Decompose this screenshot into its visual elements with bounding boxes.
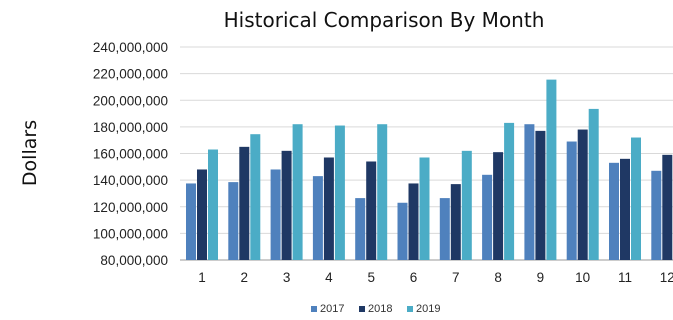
bar-2018-month-3 <box>281 150 292 260</box>
bar-2019-month-1 <box>208 149 218 260</box>
x-tick-label: 8 <box>494 270 502 285</box>
x-tick-label: 9 <box>537 270 545 285</box>
y-tick-label: 160,000,000 <box>93 147 168 162</box>
bar-2018-month-12 <box>662 154 673 260</box>
x-tick-label: 10 <box>575 270 590 285</box>
bar-2018-month-7 <box>450 184 461 260</box>
legend-label-2018: 2018 <box>368 303 392 315</box>
bar-2019-month-5 <box>377 124 388 261</box>
bar-2019-month-4 <box>334 125 345 260</box>
y-tick-label: 80,000,000 <box>100 253 168 268</box>
bar-2017-month-4 <box>312 176 323 260</box>
bar-2018-month-8 <box>493 152 504 260</box>
x-tick-labels: 1 2 3 4 5 6 7 8 9 10 11 12 <box>198 270 673 285</box>
x-tick-label: 6 <box>410 270 418 285</box>
bar-2018-month-2 <box>239 146 250 260</box>
legend-swatch-2018 <box>359 306 365 312</box>
bar-2019-month-11 <box>631 137 641 260</box>
bar-2017-month-6 <box>397 202 408 260</box>
bar-2019-month-7 <box>461 150 472 260</box>
bar-2017-month-2 <box>228 182 239 260</box>
bar-2018-month-10 <box>577 129 588 260</box>
bar-2019-month-2 <box>250 134 261 260</box>
bar-2019-month-10 <box>588 108 599 260</box>
legend-swatch-2017 <box>311 306 317 312</box>
bar-2019-month-6 <box>419 157 430 260</box>
x-tick-label: 1 <box>198 270 206 285</box>
gridlines <box>180 46 673 261</box>
bar-2018-month-4 <box>323 157 334 260</box>
bar-2019-month-8 <box>504 122 515 260</box>
x-tick-label: 7 <box>452 270 460 285</box>
x-tick-label: 2 <box>241 270 249 285</box>
legend-label-2017: 2017 <box>320 303 344 315</box>
bar-2017-month-5 <box>355 198 366 260</box>
chart-title: Historical Comparison By Month <box>224 8 545 32</box>
bar-2017-month-11 <box>609 162 619 260</box>
x-tick-label: 11 <box>618 270 632 285</box>
x-tick-label: 12 <box>660 270 673 285</box>
bar-2018-month-6 <box>408 183 419 260</box>
bar-2019-month-3 <box>292 124 303 261</box>
y-axis-label: Dollars <box>19 120 41 186</box>
bar-2018-month-1 <box>197 169 207 260</box>
x-tick-label: 5 <box>367 270 375 285</box>
bar-2019-month-9 <box>546 79 557 260</box>
bar-2017-month-12 <box>651 170 662 260</box>
bar-2018-month-11 <box>620 158 630 260</box>
y-tick-labels: 80,000,000 100,000,000 120,000,000 140,000,… <box>93 40 168 268</box>
bar-2018-month-5 <box>366 161 377 260</box>
x-tick-label: 3 <box>283 270 291 285</box>
legend-swatch-2019 <box>407 306 413 312</box>
bar-2018-month-9 <box>535 130 546 260</box>
y-tick-label: 180,000,000 <box>93 120 168 135</box>
bar-2017-month-3 <box>270 169 281 260</box>
x-tick-label: 4 <box>325 270 333 285</box>
y-tick-label: 200,000,000 <box>93 93 168 108</box>
bar-2017-month-9 <box>524 124 535 261</box>
y-tick-label: 220,000,000 <box>93 67 168 82</box>
legend: 2017 2018 2019 <box>311 303 440 315</box>
legend-label-2019: 2019 <box>416 303 440 315</box>
y-tick-label: 140,000,000 <box>93 173 168 188</box>
y-tick-label: 240,000,000 <box>93 40 168 55</box>
y-tick-label: 100,000,000 <box>93 226 168 241</box>
bar-2017-month-8 <box>482 174 493 260</box>
bar-2017-month-10 <box>566 141 577 260</box>
bar-2017-month-1 <box>186 183 196 260</box>
y-tick-label: 120,000,000 <box>93 200 168 215</box>
bars <box>186 79 673 261</box>
bar-2017-month-7 <box>439 198 450 260</box>
